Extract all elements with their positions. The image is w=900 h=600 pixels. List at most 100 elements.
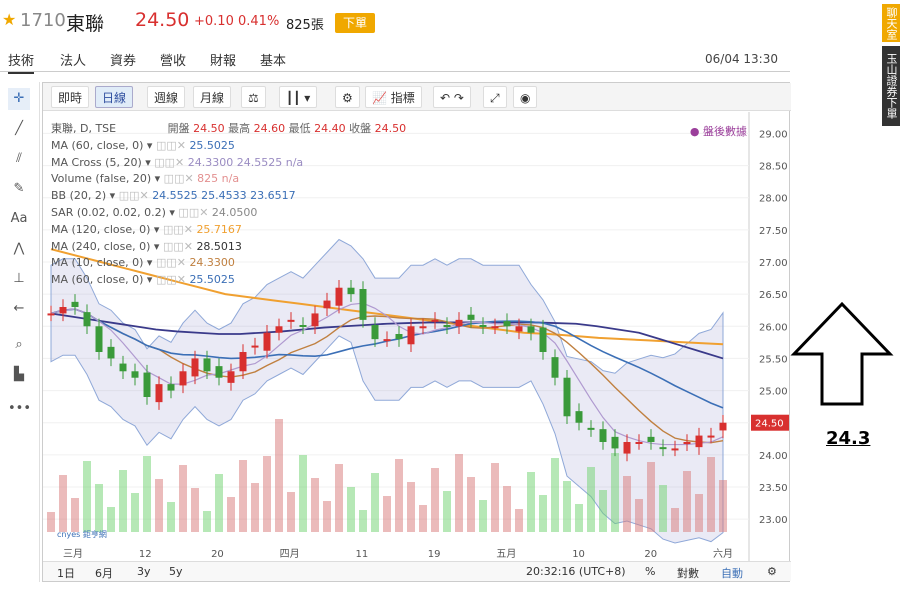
legend-row-controls[interactable]: ◫◫✕	[162, 222, 197, 236]
legend-row-controls[interactable]: ◫◫✕	[163, 172, 198, 186]
compare-icon[interactable]: ⚖	[241, 86, 266, 108]
stock-price: 24.50	[135, 9, 190, 31]
indicators-button[interactable]: 📈 指標	[365, 86, 422, 108]
trend-line-icon[interactable]: ╱	[15, 121, 23, 136]
candle-body	[575, 411, 583, 423]
legend-high: 24.60	[253, 122, 286, 135]
volume-bar	[311, 478, 319, 532]
date-tick-label: 六月	[713, 548, 733, 560]
auto-scale-toggle[interactable]: 自動	[721, 567, 743, 580]
interval-weekly[interactable]: 週線	[147, 86, 186, 108]
fullscreen-icon[interactable]: ⤢	[483, 86, 507, 108]
broker-order-button[interactable]: 玉山證券下單	[882, 46, 900, 126]
legend-indicator-value: n/a	[221, 172, 240, 186]
legend-indicator-row[interactable]: MA (120, close, 0) ▾ ◫◫✕ 25.7167	[51, 222, 406, 239]
range-3y[interactable]: 3y	[137, 565, 151, 578]
ruler-icon[interactable]: ▙	[14, 367, 24, 382]
candle-body	[407, 326, 415, 345]
timestamp: 06/04 13:30	[705, 52, 778, 66]
volume-bar	[575, 504, 583, 532]
fib-icon[interactable]: ⫽	[16, 151, 22, 166]
ma60-line	[50, 312, 724, 360]
candle-body	[659, 447, 667, 450]
candle-body	[59, 307, 67, 314]
camera-icon[interactable]: ◉	[513, 86, 538, 108]
favorite-star-icon[interactable]: ★	[2, 10, 17, 29]
candle-body	[287, 319, 295, 322]
range-6m[interactable]: 6月	[95, 567, 113, 580]
text-tool-icon[interactable]: Aa	[10, 211, 28, 226]
legend-indicator-row[interactable]: MA (10, close, 0) ▾ ◫◫✕ 24.3300	[51, 255, 406, 272]
price-chart[interactable]: 29.00 28.50 28.00 27.50 27.00 26.50 26.00 25.50…	[43, 112, 789, 562]
zoom-icon[interactable]: ⌕	[15, 337, 23, 352]
legend-low: 24.40	[314, 122, 346, 135]
chat-room-button[interactable]: 聊天室	[882, 4, 900, 42]
tab-revenue[interactable]: 營收	[160, 54, 187, 69]
tab-institutional[interactable]: 法人	[60, 54, 87, 69]
range-1d[interactable]: 1日	[57, 567, 75, 580]
legend-row-controls[interactable]: ◫◫✕	[162, 239, 197, 253]
price-tick-label: 29.00	[759, 129, 788, 140]
price-tick-label: 27.50	[759, 226, 788, 237]
candle-body	[131, 371, 139, 378]
candle-body	[611, 436, 619, 449]
volume-bar	[371, 473, 379, 532]
candle-body	[179, 371, 187, 386]
log-scale-toggle[interactable]: 對數	[677, 567, 699, 580]
date-tick-label: 11	[356, 549, 369, 560]
legend-row-controls[interactable]: ◫◫✕	[155, 256, 190, 270]
volume-bar	[359, 510, 367, 532]
legend-indicator-row[interactable]: MA Cross (5, 20) ▾ ◫◫✕ 24.3300 24.5525 n…	[51, 155, 406, 172]
legend-row-controls[interactable]: ◫◫✕	[118, 189, 153, 203]
date-tick-label: 20	[211, 549, 224, 560]
legend-indicator-row[interactable]: Volume (false, 20) ▾ ◫◫✕ 825 n/a	[51, 171, 406, 188]
range-5y[interactable]: 5y	[169, 565, 183, 578]
legend-open-label: 開盤	[167, 122, 190, 135]
interval-monthly[interactable]: 月線	[193, 86, 232, 108]
legend-indicator-value: 25.5025	[189, 138, 235, 152]
scale-settings-icon[interactable]: ⚙	[767, 565, 777, 578]
volume-bar	[563, 481, 571, 532]
pattern-icon[interactable]: ⋀	[13, 241, 25, 256]
legend-row-controls[interactable]: ◫◫✕	[155, 273, 190, 287]
range-bar: 1日 6月 3y 5y 20:32:16 (UTC+8) % 對數 自動 ⚙	[43, 561, 791, 581]
tab-margin[interactable]: 資券	[110, 54, 137, 69]
legend-indicator-row[interactable]: SAR (0.02, 0.02, 0.2) ▾ ◫◫✕ 24.0500	[51, 205, 406, 222]
legend-indicator-label: MA (120, close, 0) ▾	[51, 222, 163, 236]
tab-financials[interactable]: 財報	[210, 54, 237, 69]
legend-row-controls[interactable]: ◫◫✕	[155, 138, 190, 152]
more-icon[interactable]: •••	[8, 401, 32, 416]
legend-indicator-row[interactable]: MA (60, close, 0) ▾ ◫◫✕ 25.5025	[51, 272, 406, 289]
volume-bar	[383, 496, 391, 532]
candle-body	[263, 332, 271, 351]
candle-body	[479, 325, 487, 327]
percent-scale-toggle[interactable]: %	[645, 565, 656, 578]
legend-indicator-row[interactable]: MA (60, close, 0) ▾ ◫◫✕ 25.5025	[51, 138, 406, 155]
candle-body	[239, 352, 247, 372]
candle-style-icon[interactable]: ┃┃ ▾	[279, 86, 318, 108]
after-hours-label: ● 盤後數據	[689, 125, 747, 138]
legend-row-controls[interactable]: ◫◫✕	[154, 155, 188, 169]
volume-bar	[395, 459, 403, 532]
crosshair-icon[interactable]: ✛	[8, 88, 30, 110]
candle-body	[587, 427, 595, 430]
measure-icon[interactable]: ⊥	[13, 271, 25, 286]
undo-icon[interactable]: ↶ ↷	[433, 86, 471, 108]
legend-indicator-row[interactable]: MA (240, close, 0) ▾ ◫◫✕ 28.5013	[51, 239, 406, 256]
tab-basic[interactable]: 基本	[260, 54, 287, 69]
volume-bar	[623, 476, 631, 532]
interval-daily[interactable]: 日線	[95, 86, 134, 108]
trade-volume: 825張	[286, 18, 324, 33]
brush-icon[interactable]: ✎	[13, 181, 25, 196]
order-button[interactable]: 下單	[335, 13, 375, 33]
legend-indicator-row[interactable]: BB (20, 2) ▾ ◫◫✕ 24.5525 25.4533 23.6517	[51, 188, 406, 205]
legend-row-controls[interactable]: ◫◫✕	[178, 205, 212, 219]
settings-icon[interactable]: ⚙	[335, 86, 360, 108]
price-tick-label: 27.00	[759, 258, 788, 269]
volume-bar	[143, 456, 151, 532]
interval-intraday[interactable]: 即時	[51, 86, 90, 108]
tab-technical[interactable]: 技術	[8, 50, 35, 74]
clock: 20:32:16 (UTC+8)	[526, 565, 626, 578]
chart-panel: 即時 日線 週線 月線 ⚖ ┃┃ ▾ ⚙ 📈 指標 ↶ ↷ ⤢ ◉ 29.00 2…	[42, 82, 791, 582]
arrow-left-icon[interactable]: ←	[13, 301, 25, 316]
